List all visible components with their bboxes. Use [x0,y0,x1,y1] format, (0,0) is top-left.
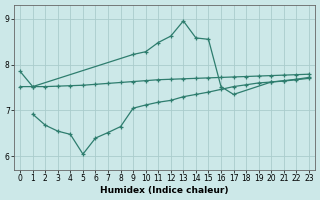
X-axis label: Humidex (Indice chaleur): Humidex (Indice chaleur) [100,186,229,195]
